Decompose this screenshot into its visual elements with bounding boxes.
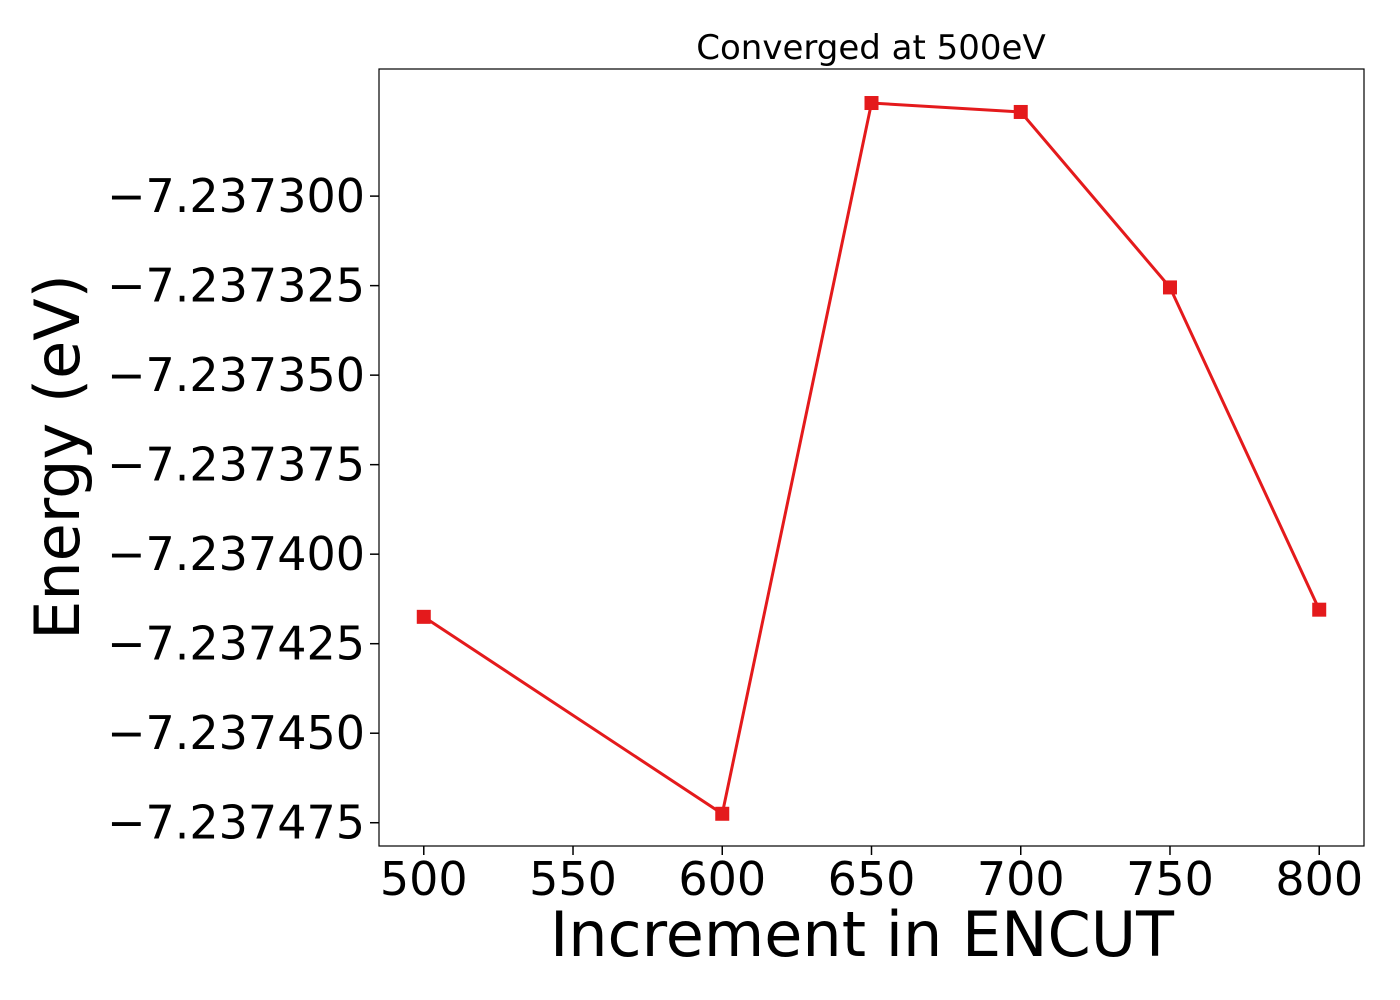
- y-tick-label: −7.237425: [107, 617, 365, 671]
- energy-series-line: [422, 101, 1321, 817]
- y-axis: −7.237300 −7.237325 −7.237350 −7.237375 −7.2…: [107, 169, 379, 850]
- x-tick-label: 800: [1275, 852, 1363, 906]
- y-tick-label: −7.237400: [107, 527, 365, 581]
- x-tick-label: 550: [529, 852, 617, 906]
- y-tick-label: −7.237300: [107, 169, 365, 223]
- data-point-marker: [416, 609, 431, 624]
- data-point-marker: [715, 806, 730, 821]
- y-tick-label: −7.237325: [107, 259, 365, 313]
- y-tick-label: −7.237475: [107, 796, 365, 850]
- x-tick-label: 650: [828, 852, 916, 906]
- plot-area-frame: [378, 68, 1365, 847]
- energy-series-markers: [416, 96, 1327, 821]
- data-point-marker: [1312, 602, 1327, 617]
- chart-title: Converged at 500eV: [696, 28, 1045, 68]
- x-tick-label: 500: [380, 852, 468, 906]
- y-tick-label: −7.237375: [107, 438, 365, 492]
- y-axis-title: Energy (eV): [21, 274, 94, 640]
- data-point-marker: [1162, 280, 1177, 295]
- x-axis-title: Increment in ENCUT: [550, 898, 1175, 971]
- data-point-marker: [864, 96, 879, 111]
- x-axis: 500 550 600 650 700 750 800: [380, 846, 1363, 906]
- x-tick-label: 700: [977, 852, 1065, 906]
- y-tick-label: −7.237350: [107, 348, 365, 402]
- x-tick-label: 750: [1126, 852, 1214, 906]
- y-tick-label: −7.237450: [107, 706, 365, 760]
- data-point-marker: [1013, 104, 1028, 119]
- x-tick-label: 600: [678, 852, 766, 906]
